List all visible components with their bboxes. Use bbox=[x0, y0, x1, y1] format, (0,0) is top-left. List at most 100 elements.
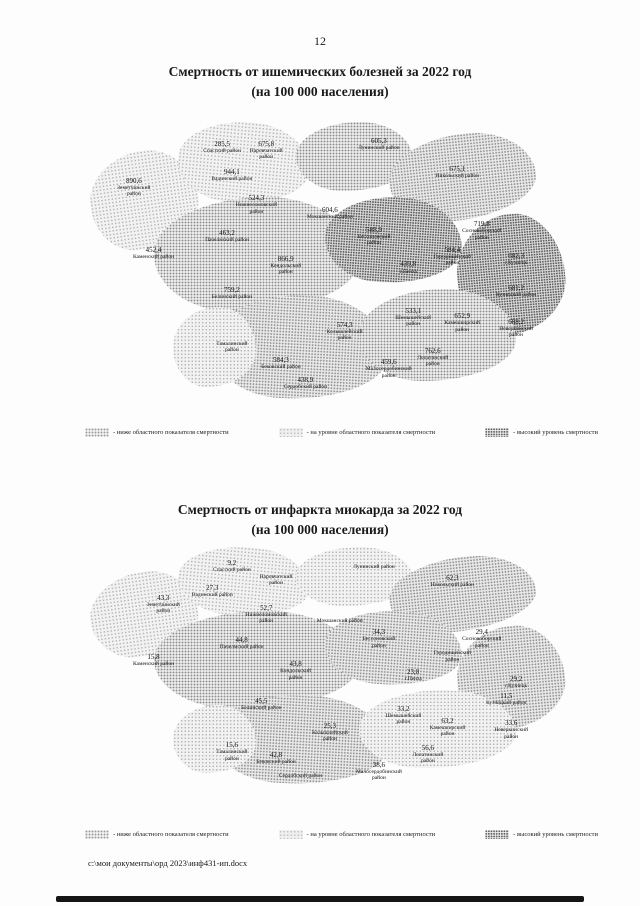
district-label: Наровчатский район bbox=[253, 574, 299, 587]
district-label: 584,3 Бековский район bbox=[261, 356, 301, 370]
map-region-blob bbox=[153, 197, 360, 313]
district-value: 42,8 bbox=[269, 751, 283, 760]
legend-swatch-icon bbox=[485, 830, 510, 839]
district-name: Тамалинский район bbox=[216, 341, 248, 354]
district-name: г.Пенза bbox=[404, 675, 422, 682]
district-name: Земетчинский район bbox=[117, 185, 151, 198]
district-name: Городищенский район bbox=[433, 650, 471, 663]
district-value: 439,8 bbox=[400, 260, 417, 269]
district-value: 33,2 bbox=[397, 704, 410, 713]
district-name: Кондольский район bbox=[270, 262, 302, 276]
map-region-blob bbox=[173, 306, 257, 388]
district-label: Городищенский район bbox=[429, 650, 475, 663]
district-value: 11,5 bbox=[500, 692, 513, 701]
district-name: Сердобский район bbox=[278, 773, 323, 780]
map-title-line1: Смертность от инфаркта миокарда за 2022 … bbox=[177, 502, 463, 517]
district-name: Шемышейский район bbox=[395, 314, 432, 327]
district-label: Тамалинский район bbox=[209, 341, 255, 354]
legend-text: - ниже областного показателя смертности bbox=[113, 831, 229, 838]
district-name: Бековский район bbox=[256, 759, 296, 766]
legend-swatch-icon bbox=[85, 830, 109, 839]
legend-swatch-icon bbox=[485, 428, 510, 437]
district-name: Колышлейский район bbox=[311, 729, 348, 743]
district-name: Лунинский район bbox=[353, 564, 395, 571]
district-value: 682,3 bbox=[508, 251, 524, 260]
district-label: 675,1 Никольский район bbox=[436, 165, 479, 179]
district-label: 23,8 г.Пенза bbox=[405, 668, 422, 682]
legend-item: - на уровне областного показателя смертн… bbox=[278, 830, 435, 839]
map-region-blob bbox=[359, 689, 517, 769]
district-name: Никольский район bbox=[430, 582, 475, 589]
district-label: 63,2 Камешкирский район bbox=[425, 717, 471, 738]
scan-edge-artifact bbox=[56, 896, 584, 902]
district-label: 52,7 Нижнеломовский район bbox=[243, 604, 289, 625]
district-name: Лунинский район bbox=[358, 144, 400, 151]
district-name: Нижнеломовский район bbox=[235, 202, 278, 215]
district-label: 681,2 Кузнецкий район bbox=[496, 284, 536, 298]
district-label: 44,8 Пачелмский район bbox=[220, 636, 264, 650]
district-name: Кузнецкий район bbox=[495, 291, 537, 298]
district-label: 652,9 Камешкирский район bbox=[439, 312, 485, 333]
legend-item: - высокий уровень смертности bbox=[485, 428, 598, 437]
district-label: 588,9 Бессоновский район bbox=[351, 226, 397, 247]
district-label: 43,8 Кондольский район bbox=[273, 660, 319, 681]
district-name: Спасский район bbox=[203, 147, 241, 154]
district-label: 533,1 Шемышейский район bbox=[390, 307, 436, 328]
legend-item: - ниже областного показателя смертности bbox=[85, 428, 229, 437]
district-value: 63,2 bbox=[441, 716, 454, 725]
district-name: Кондольский район bbox=[280, 668, 311, 681]
district-value: 43,8 bbox=[289, 660, 302, 669]
map-title-ischemic: Смертность от ишемических болезней за 20… bbox=[0, 62, 640, 101]
district-name: Малосердобинский район bbox=[355, 769, 402, 782]
district-name: Сосновоборский район bbox=[462, 228, 502, 241]
map-title-line1: Смертность от ишемических болезней за 20… bbox=[168, 64, 472, 79]
page-number: 12 bbox=[314, 34, 326, 48]
district-value: 652,9 bbox=[454, 312, 471, 321]
district-value: 459,6 bbox=[380, 358, 397, 367]
district-label: 43,3 Земетчинский район bbox=[140, 594, 186, 615]
district-value: 890,6 bbox=[126, 176, 142, 185]
district-name: Бековский район bbox=[261, 363, 301, 370]
district-name: Бессоновский район bbox=[362, 636, 396, 649]
map-title-line2: (на 100 000 населения) bbox=[251, 521, 389, 537]
district-value: 15,6 bbox=[225, 741, 239, 750]
district-value: 574,3 bbox=[336, 320, 353, 329]
district-label: 27,3 Вадинский район bbox=[192, 584, 233, 598]
district-label: 682,3 г.Кузнецк bbox=[505, 252, 527, 266]
district-value: 15,8 bbox=[147, 652, 160, 661]
legend-text: - ниже областного показателя смертности bbox=[113, 429, 229, 436]
district-label: 25,3 Колышлейский район bbox=[307, 722, 353, 743]
legend-item: - ниже областного показателя смертности bbox=[85, 830, 229, 839]
legend-text: - на уровне областного показателя смертн… bbox=[306, 429, 436, 436]
district-value: 29,2 bbox=[509, 675, 523, 683]
legend-text: - высокий уровень смертности bbox=[513, 429, 598, 436]
district-name: Малосердобинский район bbox=[365, 366, 412, 379]
legend-swatch-icon bbox=[85, 428, 109, 437]
district-label: 459,6 Малосердобинский район bbox=[366, 358, 412, 379]
district-value: 681,2 bbox=[508, 283, 524, 292]
district-value: 44,8 bbox=[235, 635, 248, 644]
district-label: 45,5 Белинский район bbox=[241, 697, 281, 711]
district-label: 759,2 Белинский район bbox=[212, 286, 252, 300]
district-label: 524,3 Нижнеломовский район bbox=[233, 194, 279, 215]
district-value: 588,9 bbox=[366, 225, 382, 234]
district-label: 285,5 Спасский район bbox=[203, 140, 241, 154]
district-label: 944,1 Вадинский район bbox=[211, 168, 252, 182]
map-title-infarction: Смертность от инфаркта миокарда за 2022 … bbox=[0, 500, 640, 539]
district-label: 452,4 Каменский район bbox=[133, 246, 174, 260]
map-region-blob bbox=[359, 289, 517, 382]
district-value: 675,8 bbox=[258, 139, 275, 148]
district-name: Никольский район bbox=[435, 173, 480, 180]
district-value: 38,6 bbox=[372, 761, 386, 770]
district-name: Кузнецкий район bbox=[486, 700, 527, 707]
district-name: Каменский район bbox=[132, 254, 175, 261]
district-name: Сосновоборский район bbox=[462, 636, 502, 649]
district-value: 452,4 bbox=[145, 246, 162, 255]
district-name: г.Пенза bbox=[399, 268, 417, 275]
district-name: Бессоновский район bbox=[357, 233, 391, 247]
legend-ischemic: - ниже областного показателя смертности -… bbox=[85, 428, 598, 437]
district-name: Тамалинский район bbox=[216, 749, 248, 762]
district-label: Сердобский район bbox=[279, 773, 322, 779]
district-label: 890,6 Земетчинский район bbox=[111, 177, 157, 198]
